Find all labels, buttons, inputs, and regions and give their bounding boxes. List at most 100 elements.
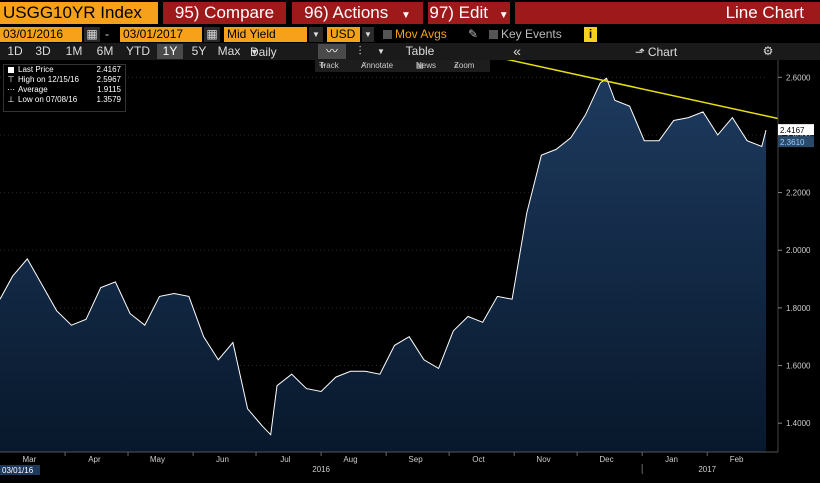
header-bar: USGG10YR Index 95) Compare 96) Actions ▼…: [0, 0, 820, 26]
x-tick-label: Feb: [730, 455, 744, 464]
chevron-down-icon[interactable]: ▼: [362, 27, 374, 42]
mov-avgs-label: Mov Avgs: [395, 27, 447, 41]
legend-value: 2.5967: [96, 75, 121, 84]
chevron-down-icon: ▼: [498, 10, 509, 21]
calendar-icon[interactable]: ▦: [84, 27, 100, 42]
pen-icon: ⟋: [361, 61, 367, 70]
y-tick-label: 2.0000: [786, 246, 811, 255]
legend-value: 1.9115: [97, 85, 121, 94]
year-label: 2017: [698, 465, 716, 474]
news-icon: ▤: [416, 61, 424, 70]
checkbox-icon: [489, 30, 498, 39]
x-axis: Mar Apr May Jun Jul Aug Sep Oct Nov Dec Jan Feb 2016…: [0, 451, 778, 475]
chart-content-label: Chart Content: [641, 45, 683, 74]
table-button[interactable]: Table: [405, 44, 435, 58]
x-tick-label: Sep: [408, 455, 423, 464]
period-tab-1d[interactable]: 1D: [7, 44, 23, 58]
chart-toolbar: ✛ Track ⟋ Annotate ▤ News ⌕ Zoom: [315, 60, 490, 72]
chart-content-button[interactable]: ⬏ Chart Content: [580, 44, 690, 74]
magnifier-icon: ⌕: [454, 61, 459, 70]
x-tick-label: Aug: [343, 455, 357, 464]
frequency-select[interactable]: Daily ▼: [250, 44, 302, 59]
collapse-button[interactable]: «: [513, 43, 521, 59]
mov-avgs-toggle[interactable]: Mov Avgs: [380, 27, 464, 42]
edit-button[interactable]: 97) Edit ▼: [428, 2, 510, 24]
track-label: Track: [319, 61, 339, 70]
start-date-input[interactable]: 03/01/2016: [0, 27, 82, 42]
actions-button[interactable]: 96) Actions ▼: [292, 2, 423, 24]
second-value-text: 2.3610: [780, 138, 805, 147]
average-marker-icon: ⋯: [7, 85, 15, 94]
chevron-down-icon: ▼: [400, 10, 411, 21]
x-tick-label: Mar: [22, 455, 36, 464]
crosshair-icon: ✛: [319, 61, 326, 70]
period-tab-max[interactable]: Max: [217, 44, 241, 58]
high-marker-icon: ⊤: [7, 75, 15, 84]
period-bar: 1D 3D 1M 6M YTD 1Y 5Y Max Daily ▼ 〰 ⫶ ▼ …: [0, 43, 820, 74]
period-tab-5y[interactable]: 5Y: [191, 44, 207, 58]
series-line: [0, 77, 767, 436]
legend-low: ⊥ Low on 07/08/16 1.3579: [4, 95, 125, 105]
x-tick-label: Apr: [88, 455, 101, 464]
y-tick-label: 1.6000: [786, 362, 811, 371]
controls-bar: 03/01/2016 ▦ - 03/01/2017 ▦ Mid Yield ▼ …: [0, 26, 820, 43]
date-separator: -: [105, 27, 109, 41]
y-tick-label: 1.8000: [786, 304, 811, 313]
legend-value: 1.3579: [96, 95, 121, 104]
legend-label: Last Price: [18, 65, 54, 74]
period-tab-3d[interactable]: 3D: [35, 44, 51, 58]
gear-icon[interactable]: ⚙: [762, 44, 774, 58]
year-label: 2016: [312, 465, 330, 474]
period-tab-1m[interactable]: 1M: [65, 44, 83, 58]
chevron-down-icon[interactable]: ▼: [309, 27, 323, 42]
legend-last-price: Last Price 2.4167: [4, 65, 125, 75]
compare-button[interactable]: 95) Compare: [163, 2, 286, 24]
period-tab-ytd[interactable]: YTD: [126, 44, 150, 58]
trend-line[interactable]: [457, 60, 779, 120]
x-tick-label: Oct: [472, 455, 485, 464]
chart-content-icon: ⬏: [635, 45, 646, 59]
period-tab-6m[interactable]: 6M: [96, 44, 114, 58]
period-tab-1y[interactable]: 1Y: [157, 44, 183, 59]
chart-kind-title: Line Chart: [515, 2, 820, 24]
start-date-box: [0, 465, 40, 475]
pencil-icon[interactable]: ✎: [468, 27, 479, 41]
legend-label: High on 12/15/16: [18, 75, 79, 84]
calendar-icon[interactable]: ▦: [204, 27, 220, 42]
y-tick-label: 1.4000: [786, 419, 811, 428]
x-tick-label: Jun: [216, 455, 229, 464]
square-icon: [7, 66, 15, 76]
x-tick-label: Jul: [280, 455, 290, 464]
key-events-toggle[interactable]: Key Events: [486, 27, 576, 42]
checkbox-icon: [383, 30, 392, 39]
last-value-labels: 2.4167 2.3610: [778, 124, 814, 148]
zoom-label: Zoom: [454, 61, 475, 70]
start-date-label: 03/01/16: [2, 466, 34, 475]
bar-type-icon[interactable]: ⫶: [358, 44, 362, 58]
legend-label: Low on 07/08/16: [18, 95, 78, 104]
low-marker-icon: ⊥: [7, 95, 15, 104]
annotate-label: Annotate: [361, 61, 394, 70]
end-date-input[interactable]: 03/01/2017: [120, 27, 202, 42]
currency-select[interactable]: USD: [327, 27, 360, 42]
legend-average: ⋯ Average 1.9115: [4, 85, 125, 95]
chevron-down-icon[interactable]: ▼: [377, 47, 385, 56]
actions-label: 96) Actions: [304, 3, 389, 22]
legend-label: Average: [18, 85, 48, 94]
field-select[interactable]: Mid Yield: [224, 27, 307, 42]
yield-chart[interactable]: 1.4000 1.6000 1.8000 2.0000 2.2000 2.4000 2.60…: [0, 60, 820, 483]
edit-label: 97) Edit: [429, 3, 488, 22]
y-tick-label: 2.4000: [786, 131, 811, 140]
y-tick-label: 2.6000: [786, 73, 811, 82]
ticker-field[interactable]: USGG10YR Index: [0, 2, 158, 24]
x-tick-label: Jan: [665, 455, 678, 464]
info-icon[interactable]: i: [584, 27, 597, 42]
chevron-down-icon: ▼: [250, 47, 259, 57]
legend-high: ⊤ High on 12/15/16 2.5967: [4, 75, 125, 85]
news-label: News: [416, 61, 437, 70]
last-value-text: 2.4167: [780, 126, 805, 135]
legend-value: 2.4167: [96, 65, 121, 74]
line-chart-icon[interactable]: 〰: [318, 44, 346, 59]
y-tick-label: 2.2000: [786, 189, 811, 198]
x-tick-label: Dec: [599, 455, 613, 464]
